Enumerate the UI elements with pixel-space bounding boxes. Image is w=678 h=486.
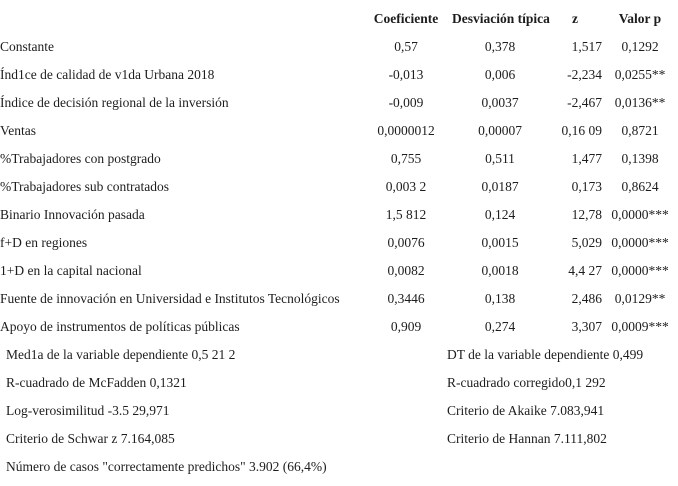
table-row: Constante 0,57 0,378 1,517 0,1292 [0,33,678,61]
pvalue-cell: 0,0255** [614,67,666,82]
std-cell: 0,511 [485,151,515,166]
coef-cell: -0,009 [388,95,424,110]
stat-mcfadden-r2: R-cuadrado de McFadden 0,1321 [6,375,187,390]
pvalue-cell: 0,0136** [614,95,666,110]
table-row: %Trabajadores con postgrado 0,755 0,511 … [0,145,678,173]
stat-log-likelihood: Log-verosimilitud -3.5 29,971 [6,403,170,418]
coef-cell: -0,013 [388,67,424,82]
z-cell: 1,477 [571,151,602,166]
pvalue-cell: 0,0129** [614,291,666,306]
z-cell: 2,486 [571,291,602,306]
row-label: Ventas [0,123,36,138]
pvalue-cell: 0,0000*** [611,207,669,222]
pvalue-cell: 0,1292 [621,39,659,54]
table-header-row: Coeficiente Desviación típica z Valor p [0,5,678,33]
z-cell: 3,307 [571,319,602,334]
table-row: Fuente de innovación en Universidad e In… [0,285,678,313]
row-label: Apoyo de instrumentos de políticas públi… [0,319,240,334]
coef-cell: 0,003 2 [385,179,427,194]
row-label: Binario Innovación pasada [0,207,145,222]
z-cell: 12,78 [571,207,602,222]
std-cell: 0,006 [484,67,516,82]
coef-cell: 0,755 [390,151,422,166]
table-row: Ventas 0,0000012 0,00007 0,16 09 0,8721 [0,117,678,145]
row-label: Constante [0,39,54,54]
coef-cell: 0,0000012 [377,123,435,138]
stats-row: Log-verosimilitud -3.5 29,971 Criterio d… [0,397,678,425]
pvalue-cell: 0,0000*** [611,235,669,250]
coef-cell: 0,57 [394,39,418,54]
header-coeficiente: Coeficiente [373,11,439,26]
coef-cell: 1,5 812 [385,207,427,222]
header-z: z [572,11,578,26]
std-cell: 0,0187 [481,179,519,194]
stat-hannan-criterion: Criterio de Hannan 7.111,802 [447,431,607,446]
table-row: Apoyo de instrumentos de políticas públi… [0,313,678,341]
std-cell: 0,138 [484,291,516,306]
stat-correctly-predicted: Número de casos "correctamente predichos… [6,459,327,474]
stat-akaike-criterion: Criterio de Akaike 7.083,941 [447,403,605,418]
table-row: Índ1ce de calidad de v1da Urbana 2018 -0… [0,61,678,89]
row-label: f+D en regiones [0,235,88,250]
header-desviacion-tipica: Desviación típica [452,11,550,26]
stats-row: Criterio de Schwar z 7.164,085 Criterio … [0,425,678,453]
row-label: %Trabajadores con postgrado [0,151,161,166]
z-cell: 0,16 09 [561,123,603,138]
model-statistics: Med1a de la variable dependiente 0,5 21 … [0,341,678,481]
row-label: Fuente de innovación en Universidad e In… [0,291,340,306]
row-label: 1+D en la capital nacional [0,263,142,278]
table-row: 1+D en la capital nacional 0,0082 0,0018… [0,257,678,285]
table-row: Índice de decisión regional de la invers… [0,89,678,117]
pvalue-cell: 0,0009*** [611,319,669,334]
stats-row: Número de casos "correctamente predichos… [0,453,678,481]
stats-row: Med1a de la variable dependiente 0,5 21 … [0,341,678,369]
stats-row: R-cuadrado de McFadden 0,1321 R-cuadrado… [0,369,678,397]
std-cell: 0,0037 [481,95,519,110]
std-cell: 0,124 [484,207,516,222]
z-cell: -2,467 [567,95,602,110]
pvalue-cell: 0,8721 [621,123,659,138]
pvalue-cell: 0,1398 [621,151,659,166]
header-valor-p: Valor p [618,11,662,26]
table-row: Binario Innovación pasada 1,5 812 0,124 … [0,201,678,229]
std-cell: 0,0018 [481,263,519,278]
coef-cell: 0,3446 [387,291,425,306]
std-cell: 0,378 [484,39,516,54]
std-cell: 0,274 [484,319,516,334]
z-cell: 5,029 [571,235,602,250]
coefficients-table: Coeficiente Desviación típica z Valor p … [0,5,678,341]
pvalue-cell: 0,0000*** [611,263,669,278]
row-label: %Trabajadores sub contratados [0,179,169,194]
coef-cell: 0,0076 [387,235,425,250]
stat-mean-dependent: Med1a de la variable dependiente 0,5 21 … [6,347,236,362]
z-cell: 4,4 27 [568,263,602,278]
coef-cell: 0,0082 [387,263,425,278]
z-cell: 1,517 [571,39,602,54]
table-row: %Trabajadores sub contratados 0,003 2 0,… [0,173,678,201]
stat-schwarz-criterion: Criterio de Schwar z 7.164,085 [6,431,175,446]
header-empty-cell [0,5,360,33]
std-cell: 0,0015 [481,235,519,250]
z-cell: -2,234 [567,67,602,82]
z-cell: 0,173 [571,179,602,194]
stat-adjusted-r2: R-cuadrado corregido0,1 292 [447,375,606,390]
pvalue-cell: 0,8624 [621,179,659,194]
coef-cell: 0,909 [390,319,422,334]
row-label: Índice de decisión regional de la invers… [0,95,229,110]
row-label: Índ1ce de calidad de v1da Urbana 2018 [0,67,215,82]
table-row: f+D en regiones 0,0076 0,0015 5,029 0,00… [0,229,678,257]
std-cell: 0,00007 [478,123,522,138]
stat-sd-dependent: DT de la variable dependiente 0,499 [447,347,644,362]
